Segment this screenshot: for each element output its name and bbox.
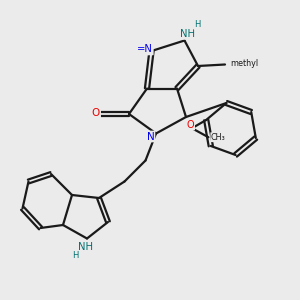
Text: O: O <box>92 108 100 118</box>
Text: =N: =N <box>137 44 153 55</box>
Text: NH: NH <box>78 242 93 252</box>
Text: CH₃: CH₃ <box>211 133 226 142</box>
Text: NH: NH <box>180 29 195 39</box>
Text: H: H <box>194 20 200 29</box>
Text: methyl: methyl <box>230 58 259 68</box>
Text: H: H <box>72 250 79 260</box>
Text: N: N <box>147 131 154 142</box>
Text: O: O <box>187 120 194 130</box>
